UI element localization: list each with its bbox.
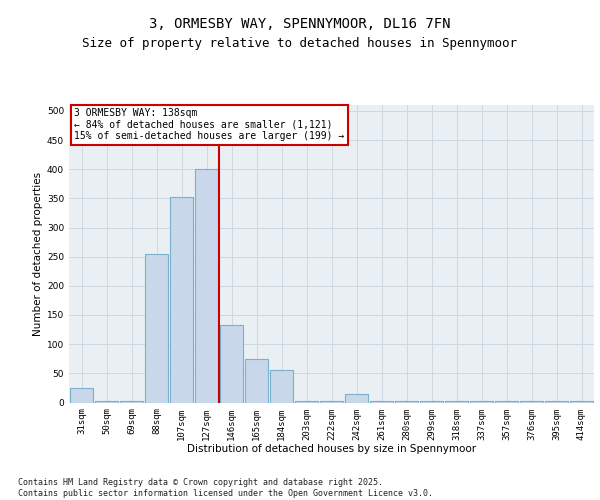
Text: 3, ORMESBY WAY, SPENNYMOOR, DL16 7FN: 3, ORMESBY WAY, SPENNYMOOR, DL16 7FN	[149, 18, 451, 32]
Bar	[245, 359, 268, 403]
Bar	[170, 197, 193, 402]
Bar	[145, 254, 168, 402]
Bar	[220, 325, 243, 402]
Text: Size of property relative to detached houses in Spennymoor: Size of property relative to detached ho…	[83, 38, 517, 51]
Bar	[195, 168, 218, 402]
Text: Contains HM Land Registry data © Crown copyright and database right 2025.
Contai: Contains HM Land Registry data © Crown c…	[18, 478, 433, 498]
Bar	[270, 370, 293, 402]
Bar	[345, 394, 368, 402]
Y-axis label: Number of detached properties: Number of detached properties	[33, 172, 43, 336]
X-axis label: Distribution of detached houses by size in Spennymoor: Distribution of detached houses by size …	[187, 444, 476, 454]
Bar	[70, 388, 93, 402]
Text: 3 ORMESBY WAY: 138sqm
← 84% of detached houses are smaller (1,121)
15% of semi-d: 3 ORMESBY WAY: 138sqm ← 84% of detached …	[74, 108, 344, 141]
